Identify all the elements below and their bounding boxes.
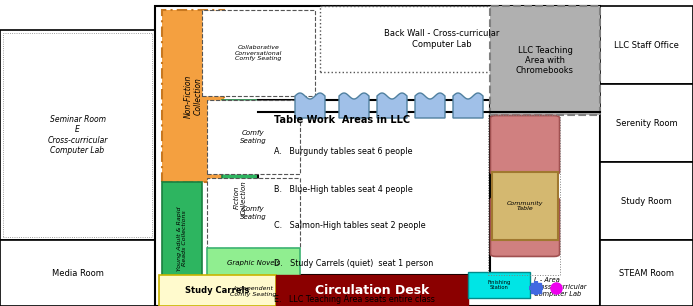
- Text: Independent
Comfy Seating: Independent Comfy Seating: [230, 286, 277, 297]
- Text: Community
Table: Community Table: [507, 201, 543, 211]
- Bar: [207, 248, 300, 277]
- Text: Graphic Novels: Graphic Novels: [227, 259, 280, 266]
- Polygon shape: [453, 93, 483, 118]
- Text: Circulation Desk: Circulation Desk: [315, 284, 429, 297]
- Polygon shape: [415, 93, 445, 118]
- Text: E.   LLC Teaching Area seats entire class: E. LLC Teaching Area seats entire class: [274, 296, 435, 304]
- FancyBboxPatch shape: [491, 116, 559, 174]
- FancyBboxPatch shape: [491, 198, 559, 256]
- Bar: [3, 33, 152, 237]
- Bar: [222, 100, 258, 295]
- Polygon shape: [295, 93, 325, 118]
- Text: Media Room: Media Room: [51, 268, 103, 278]
- Polygon shape: [339, 93, 369, 118]
- Text: LLC Teaching
Area with
Chromebooks: LLC Teaching Area with Chromebooks: [516, 46, 574, 75]
- Bar: [207, 277, 300, 306]
- Text: Collaborative
Conversational
Comfy Seating: Collaborative Conversational Comfy Seati…: [235, 45, 282, 61]
- Text: Study Room: Study Room: [621, 196, 672, 206]
- Bar: [159, 275, 276, 306]
- Bar: [0, 30, 155, 240]
- Bar: [276, 275, 468, 306]
- Text: Comfy
Seating: Comfy Seating: [240, 207, 267, 220]
- Text: Back Wall - Cross-curricular
Computer Lab: Back Wall - Cross-curricular Computer La…: [385, 29, 500, 49]
- Text: Table Work  Areas in LLC: Table Work Areas in LLC: [274, 115, 410, 125]
- Polygon shape: [377, 93, 407, 118]
- Bar: [468, 272, 530, 298]
- Text: Seminar Room
E
Cross-curricular
Computer Lab: Seminar Room E Cross-curricular Computer…: [47, 115, 107, 155]
- Text: STEAM Room: STEAM Room: [619, 268, 674, 278]
- Text: Young Adult & Rapid
Reads Collections: Young Adult & Rapid Reads Collections: [177, 206, 187, 271]
- Bar: [600, 84, 693, 162]
- Bar: [155, 6, 600, 306]
- Text: Serenity Room: Serenity Room: [615, 118, 677, 128]
- Bar: [488, 115, 560, 275]
- Bar: [490, 6, 600, 115]
- Bar: [202, 10, 315, 96]
- Bar: [600, 162, 693, 240]
- Bar: [162, 10, 224, 182]
- Text: B.   Blue-High tables seat 4 people: B. Blue-High tables seat 4 people: [274, 185, 413, 193]
- Bar: [207, 178, 300, 248]
- Bar: [162, 182, 202, 295]
- Bar: [207, 100, 300, 174]
- Text: Finishing
Station: Finishing Station: [487, 280, 511, 290]
- Bar: [0, 240, 155, 306]
- Bar: [600, 240, 693, 306]
- Text: Fiction
Collection: Fiction Collection: [234, 180, 247, 215]
- Bar: [532, 268, 600, 306]
- Bar: [320, 6, 564, 72]
- Bar: [600, 6, 693, 84]
- Text: LLC Staff Office: LLC Staff Office: [614, 40, 679, 50]
- Bar: [492, 172, 558, 240]
- Text: A.   Burgundy tables seat 6 people: A. Burgundy tables seat 6 people: [274, 147, 412, 156]
- Text: Study Carrels: Study Carrels: [185, 286, 249, 295]
- Text: Non-Fiction
Collection: Non-Fiction Collection: [184, 74, 202, 118]
- Text: Comfy
Seating: Comfy Seating: [240, 130, 267, 144]
- Bar: [258, 100, 490, 275]
- Text: D.   Study Carrels (quiet)  seat 1 person: D. Study Carrels (quiet) seat 1 person: [274, 259, 433, 267]
- Text: C.   Salmon-High tables seat 2 people: C. Salmon-High tables seat 2 people: [274, 222, 426, 230]
- Text: L - Area
Cross-Curricular
Computer Lab: L - Area Cross-Curricular Computer Lab: [534, 277, 588, 297]
